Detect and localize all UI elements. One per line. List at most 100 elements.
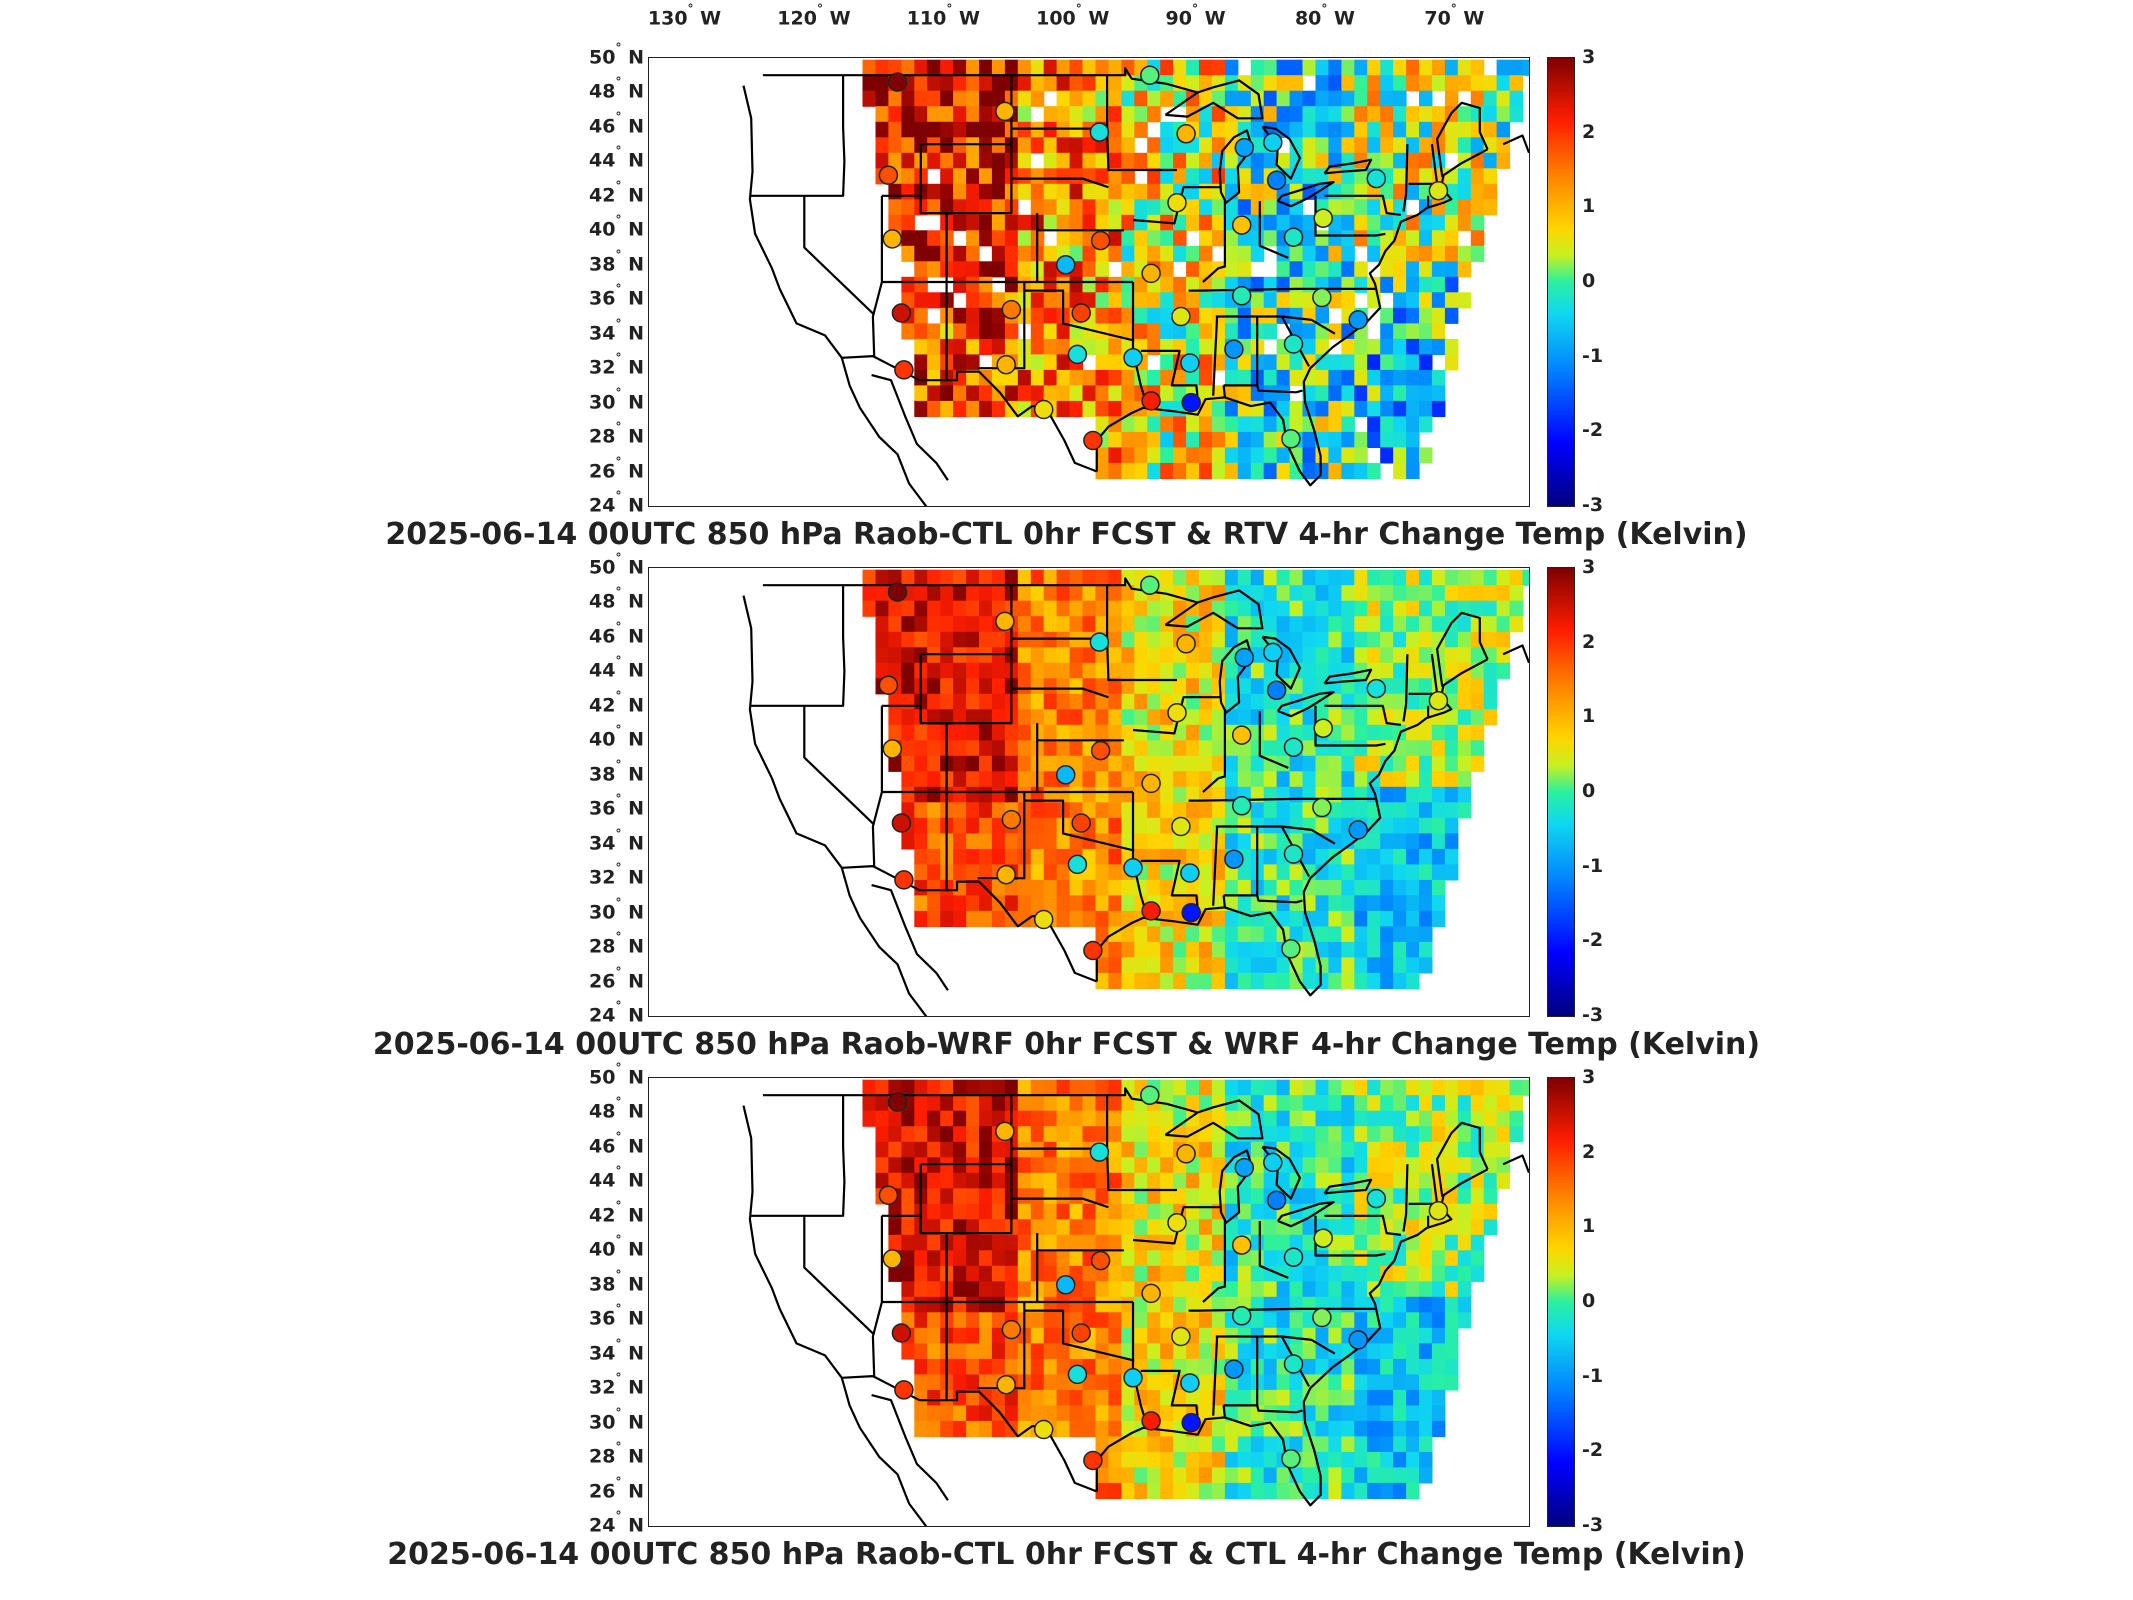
- raob-station-marker: [891, 303, 912, 323]
- raob-station-marker: [1067, 344, 1088, 365]
- raob-station-marker: [1141, 1283, 1161, 1304]
- colorbar-tick-label: 2: [1582, 630, 1596, 653]
- map-frame: [648, 1077, 1530, 1527]
- raob-station-marker: [1181, 392, 1201, 413]
- raob-station-marker: [1141, 773, 1161, 794]
- state-and-coast-outlines: [742, 67, 1529, 506]
- latitude-label: 32° N: [589, 1371, 644, 1399]
- raob-station-marker: [1428, 690, 1449, 711]
- state-and-coast-outlines: [742, 577, 1529, 1016]
- colorbar-tick-label: -3: [1582, 494, 1604, 516]
- latitude-label: 50° N: [589, 1061, 644, 1089]
- raob-station-marker: [1055, 1275, 1076, 1295]
- latitude-label: 46° N: [589, 109, 644, 138]
- raob-station-marker: [1083, 940, 1103, 961]
- raob-station-marker: [891, 1323, 912, 1343]
- latitude-label: 36° N: [589, 282, 644, 310]
- raob-station-marker: [1231, 796, 1252, 816]
- map-canvas: [742, 569, 1529, 1016]
- raob-station-marker: [1348, 310, 1368, 330]
- latitude-label: 30° N: [589, 385, 644, 413]
- raob-station-marker: [1167, 1212, 1187, 1233]
- raob-station-marker: [882, 229, 903, 249]
- raob-station-marker: [894, 1380, 914, 1400]
- raob-station-marker: [887, 1092, 908, 1112]
- latitude-label: 28° N: [589, 930, 644, 958]
- raob-station-marker: [1001, 1319, 1022, 1340]
- panel-title: 2025-06-14 00UTC 850 hPa Raob-CTL 0hr FC…: [387, 1537, 1746, 1572]
- raob-station-marker: [1181, 1412, 1201, 1433]
- latitude-label: 24° N: [589, 489, 644, 517]
- raob-station-marker: [882, 1249, 903, 1269]
- latitude-label: 26° N: [589, 1474, 644, 1502]
- latitude-label: 48° N: [589, 75, 644, 103]
- colorbar-tick-label: -3: [1582, 1514, 1604, 1536]
- latitude-label: 44° N: [589, 144, 644, 172]
- longitude-label: 120° W: [777, 2, 851, 30]
- colorbar-tick-label: 3: [1582, 46, 1596, 68]
- raob-station-marker: [1167, 702, 1187, 723]
- map-frame: [648, 57, 1530, 507]
- raob-station-marker: [1231, 1306, 1252, 1326]
- latitude-label: 42° N: [589, 1198, 644, 1227]
- latitude-label: 40° N: [589, 213, 644, 241]
- raob-station-marker: [1366, 168, 1387, 189]
- colorbar: [1547, 57, 1575, 507]
- latitude-label: 40° N: [589, 723, 644, 751]
- latitude-label: 24° N: [589, 999, 644, 1027]
- raob-station-marker: [1313, 1228, 1333, 1248]
- colorbar-tick-label: 2: [1582, 120, 1596, 143]
- temperature-change-field: [862, 1079, 1529, 1499]
- raob-station-marker: [1312, 287, 1332, 308]
- raob-station-marker: [1140, 575, 1160, 595]
- raob-station-marker: [1180, 353, 1200, 373]
- latitude-label: 40° N: [589, 1233, 644, 1261]
- latitude-label: 46° N: [589, 1129, 644, 1158]
- state-and-coast-outlines: [742, 1087, 1529, 1526]
- latitude-label: 34° N: [589, 1336, 644, 1365]
- raob-station-marker: [1224, 1359, 1244, 1379]
- raob-station-marker: [996, 864, 1016, 885]
- colorbar-tick-label: -1: [1582, 1364, 1604, 1387]
- colorbar-tick-label: -2: [1582, 929, 1604, 952]
- raob-station-marker: [882, 739, 903, 759]
- colorbar-tick-label: 2: [1582, 1140, 1596, 1163]
- raob-station-marker: [1283, 334, 1304, 354]
- raob-station-marker: [1001, 299, 1022, 320]
- raob-station-marker: [1140, 65, 1160, 85]
- latitude-label: 48° N: [589, 1095, 644, 1123]
- raob-station-marker: [1283, 844, 1304, 864]
- latitude-label: 34° N: [589, 826, 644, 855]
- raob-station-marker: [1141, 1411, 1161, 1431]
- raob-station-marker: [1141, 901, 1161, 921]
- latitude-label: 30° N: [589, 1405, 644, 1433]
- raob-station-marker: [1180, 1373, 1200, 1393]
- raob-station-marker: [1089, 122, 1110, 142]
- raob-station-marker: [1067, 1364, 1088, 1385]
- raob-station-marker: [1283, 1247, 1304, 1267]
- colorbar-tick-label: 3: [1582, 1066, 1596, 1088]
- latitude-label: 38° N: [589, 1267, 644, 1296]
- map-panel-1: 50° N 48° N 46° N 44° N 42° N 40° N 38° N 36° N…: [0, 41, 2133, 567]
- colorbar-tick-label: 3: [1582, 556, 1596, 578]
- latitude-label: 26° N: [589, 454, 644, 482]
- raob-station-marker: [1090, 1250, 1111, 1271]
- latitude-label: 44° N: [589, 1164, 644, 1192]
- raob-station-marker: [1033, 1419, 1054, 1440]
- raob-station-marker: [1281, 1449, 1301, 1469]
- raob-station-marker: [1176, 1144, 1196, 1164]
- colorbar-tick-label: 1: [1582, 1215, 1596, 1238]
- raob-station-marker: [1176, 634, 1196, 654]
- raob-station-marker: [1224, 339, 1244, 359]
- latitude-label: 28° N: [589, 420, 644, 448]
- raob-station-marker: [1123, 1368, 1143, 1388]
- raob-station-marker: [1266, 680, 1287, 701]
- panel-title: 2025-06-14 00UTC 850 hPa Raob-CTL 0hr FC…: [385, 517, 1748, 552]
- raob-station-marker: [1234, 1157, 1255, 1178]
- raob-station-marker: [1055, 765, 1076, 785]
- latitude-label: 50° N: [589, 551, 644, 579]
- raob-station-marker: [1071, 303, 1091, 323]
- raob-station-marker: [887, 582, 908, 602]
- raob-station-marker: [887, 72, 908, 92]
- raob-station-marker: [1283, 1354, 1304, 1374]
